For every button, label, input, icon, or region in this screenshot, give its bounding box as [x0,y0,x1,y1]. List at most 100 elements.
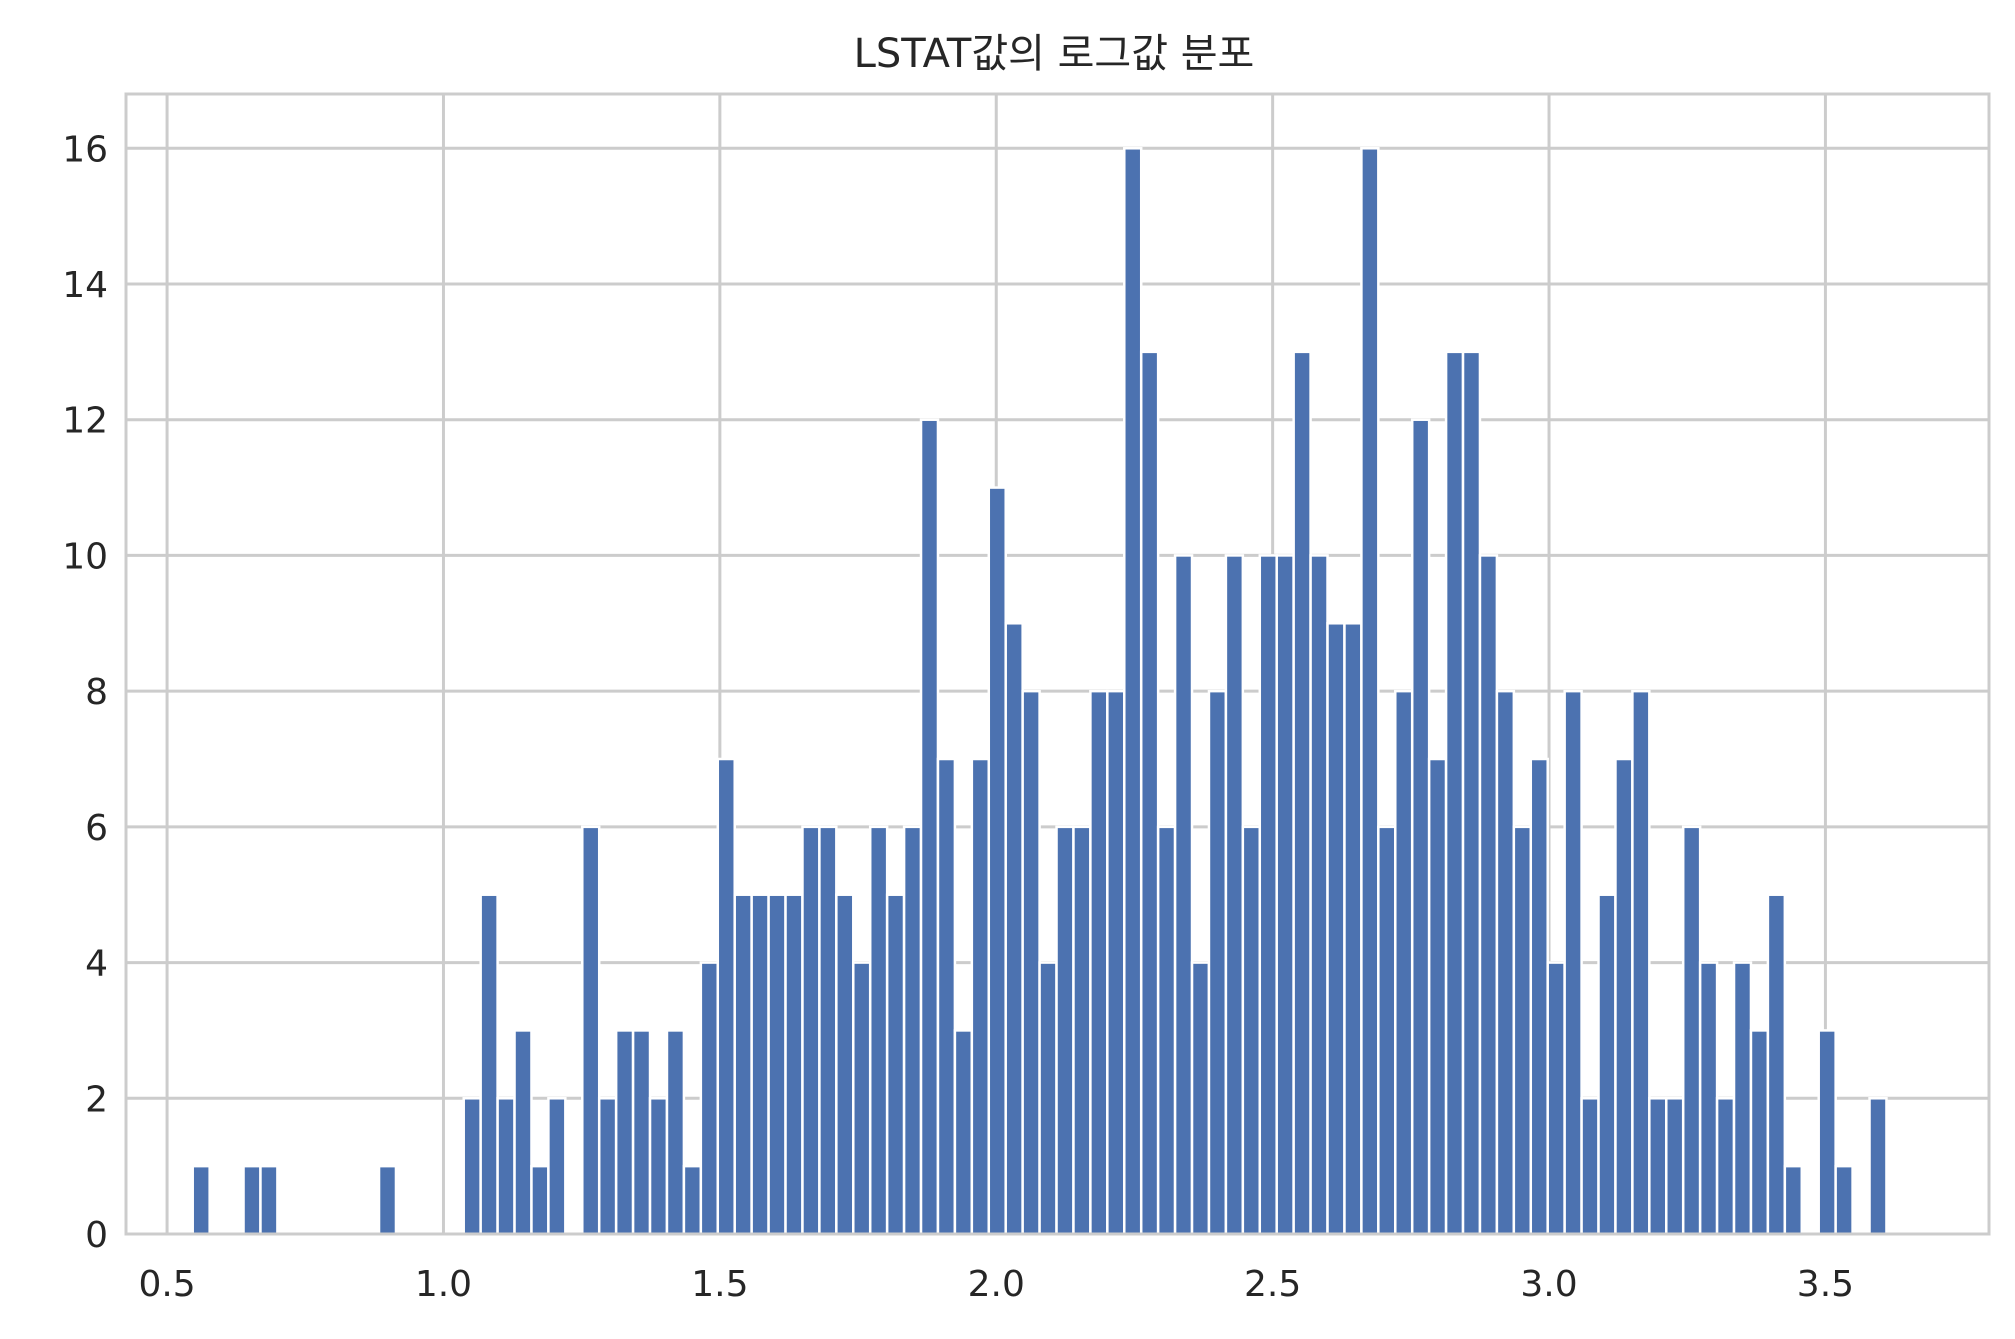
histogram-bar [1614,757,1634,1236]
histogram-bar [1580,1097,1600,1236]
y-tick-label: 2 [85,1079,108,1120]
histogram-bar [1698,961,1719,1236]
histogram-bar [1732,961,1753,1236]
histogram-bar [1427,757,1448,1236]
histogram-bar [953,1029,974,1236]
histogram-bar [242,1164,262,1236]
histogram-bar [1190,961,1211,1236]
histogram-bar [1055,825,1075,1236]
x-tick-label: 3.5 [1797,1264,1854,1305]
histogram-bar [750,893,770,1236]
histogram-bar [801,825,821,1236]
histogram-bar [1766,893,1787,1236]
x-tick-label: 2.5 [1244,1264,1301,1305]
histogram-bar [1631,689,1651,1236]
histogram-bar [1207,689,1228,1236]
histogram-bar [1021,689,1041,1236]
histogram-bar [1444,350,1465,1236]
histogram-bar [259,1164,279,1236]
histogram-bar [1156,825,1177,1236]
y-tick-label: 12 [62,401,108,442]
histogram-bar [682,1164,703,1236]
histogram-bar [1123,147,1143,1236]
histogram-bar [1546,961,1566,1236]
histogram-bar [1529,757,1549,1236]
histogram-bar [1275,554,1295,1236]
histogram-bar [1241,825,1262,1236]
histogram-bar [1224,554,1245,1236]
x-tick-label: 1.5 [691,1264,748,1305]
histogram-bar [733,893,753,1236]
histogram-bar [1495,689,1516,1236]
histogram-bar [530,1164,550,1236]
histogram-bar [1004,622,1024,1236]
histogram-bar [377,1164,398,1236]
histogram-bar [987,486,1007,1236]
histogram-bar [648,1097,669,1236]
x-tick-label: 1.0 [415,1264,472,1305]
x-tick-label: 2.0 [968,1264,1025,1305]
histogram-bar [1326,622,1346,1236]
histogram-bar [1868,1097,1888,1236]
histogram-bar [597,1097,618,1236]
histogram-bar [1817,1029,1837,1236]
histogram-bar [479,893,499,1236]
histogram-bar [631,1029,652,1236]
histogram-bar [970,757,991,1236]
histogram-bar [1715,1097,1736,1236]
histogram-bar [1139,350,1160,1236]
chart-title: LSTAT값의 로그값 분포 [854,31,1255,77]
histogram-bar [1394,689,1414,1236]
histogram-bar [513,1029,533,1236]
histogram-bar [1597,893,1617,1236]
histogram-bar [1681,825,1702,1236]
histogram-bar [1360,147,1380,1236]
histogram-bar [1665,1097,1685,1236]
y-tick-label: 6 [85,808,108,849]
histogram-bar [496,1097,516,1236]
x-axis-ticks: 0.5 1.0 1.5 2.0 2.5 3.0 3.5 [138,1264,1854,1305]
y-tick-label: 4 [85,944,108,985]
histogram-bar [547,1097,567,1236]
histogram-bar [1749,1029,1770,1236]
y-tick-label: 16 [62,129,108,170]
histogram-bar [868,825,889,1236]
histogram-bar [1783,1164,1804,1236]
histogram-bar [614,1029,635,1236]
histogram-bar [1410,418,1431,1236]
histogram-bar [665,1029,686,1236]
plot-frame [124,92,1991,1236]
histogram-bar [1478,554,1499,1236]
histogram-bar [1343,622,1363,1236]
histogram-bar [919,418,940,1236]
histogram-bar [191,1164,211,1236]
histogram-bar [885,893,906,1236]
y-tick-label: 10 [62,536,108,577]
x-tick-label: 3.0 [1520,1264,1577,1305]
x-tick-label: 0.5 [138,1264,195,1305]
histogram-bar [1834,1164,1854,1236]
histogram-bar [1309,554,1329,1236]
histogram-bar [1512,825,1533,1236]
histogram-bar [1258,554,1278,1236]
histogram-bar [1648,1097,1668,1236]
histogram-bar [1292,350,1312,1236]
histogram-bar [716,757,736,1236]
histogram-bar [1106,689,1126,1236]
histogram-bar [699,961,720,1236]
histogram-bar [462,1097,482,1236]
histogram-bar [936,757,957,1236]
histogram-bar [852,961,872,1236]
histogram-bar [835,893,855,1236]
histogram-bar [1563,689,1583,1236]
histogram-bar [1038,961,1058,1236]
histogram-bar [1072,825,1092,1236]
histogram-bar [581,825,601,1236]
y-tick-label: 8 [85,672,108,713]
y-axis-ticks: 0 2 4 6 8 10 12 14 16 [62,129,108,1256]
histogram-bar [1377,825,1397,1236]
histogram-bar [1461,350,1482,1236]
y-tick-label: 0 [85,1215,108,1256]
histogram-bar [818,825,838,1236]
